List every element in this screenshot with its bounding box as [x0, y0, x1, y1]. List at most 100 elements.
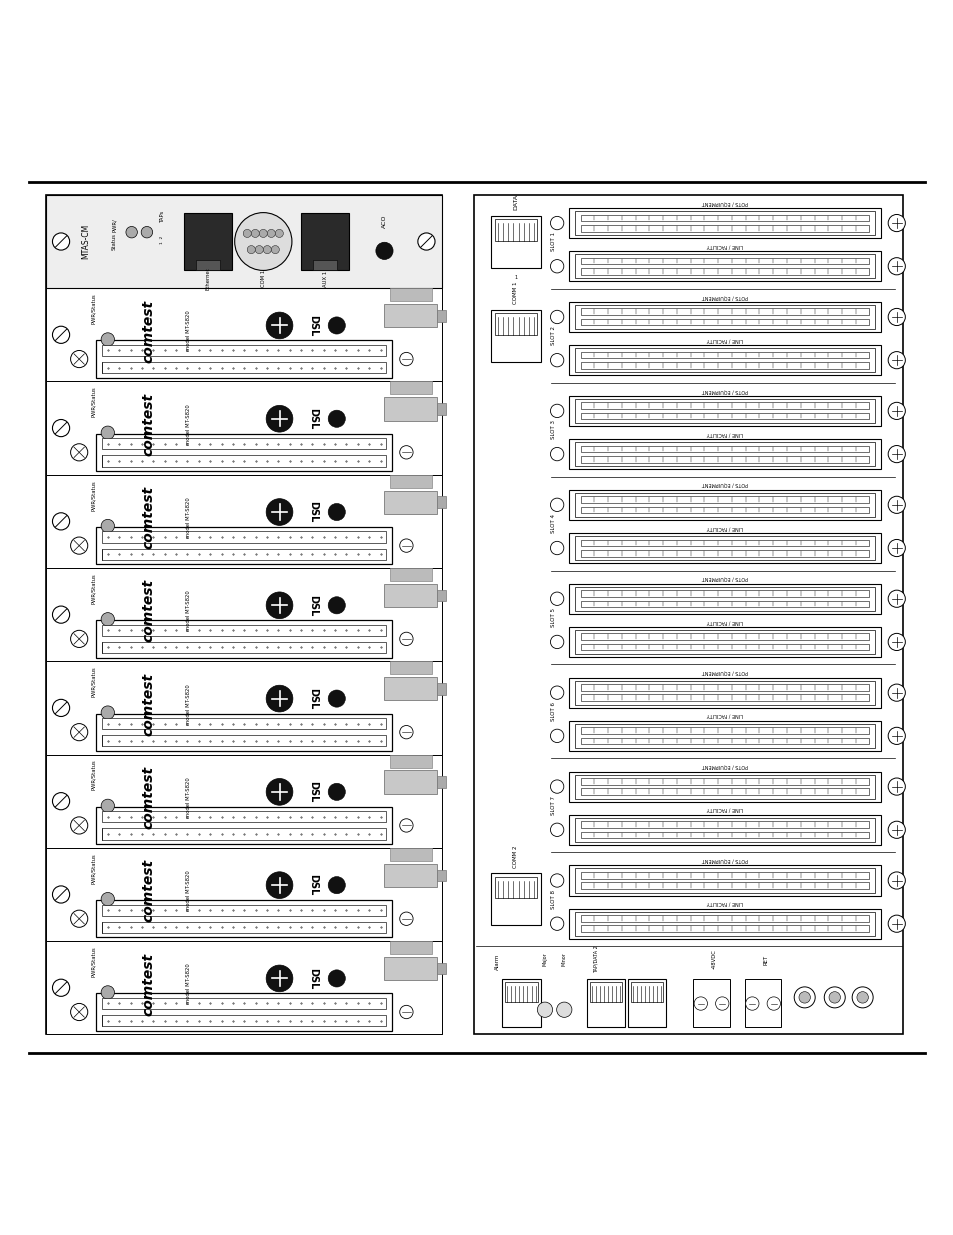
- Text: comtest: comtest: [142, 579, 155, 642]
- Text: SLOT 2: SLOT 2: [551, 326, 556, 346]
- Text: LINE / FACILITY: LINE / FACILITY: [706, 900, 742, 905]
- Text: LINE / FACILITY: LINE / FACILITY: [706, 713, 742, 718]
- Circle shape: [887, 309, 904, 326]
- Bar: [568, 866, 881, 895]
- Bar: [580, 872, 868, 879]
- Circle shape: [887, 778, 904, 795]
- Text: PWR/Status: PWR/Status: [91, 946, 96, 977]
- Circle shape: [887, 821, 904, 839]
- Text: SLOT 8: SLOT 8: [551, 889, 556, 909]
- Bar: [46, 755, 441, 848]
- Text: DSL: DSL: [308, 968, 317, 989]
- Bar: [102, 1015, 386, 1026]
- Bar: [575, 868, 874, 893]
- Text: POTS / EQUIPMENT: POTS / EQUIPMENT: [701, 669, 747, 674]
- Bar: [580, 684, 868, 690]
- Circle shape: [71, 724, 88, 741]
- Bar: [580, 268, 868, 274]
- Circle shape: [550, 918, 563, 930]
- Text: PWR/Status: PWR/Status: [91, 667, 96, 698]
- Bar: [575, 442, 874, 466]
- Text: DSL: DSL: [308, 782, 317, 803]
- Bar: [580, 446, 868, 452]
- Circle shape: [550, 874, 563, 887]
- Bar: [575, 536, 874, 559]
- Text: SLOT 6: SLOT 6: [551, 701, 556, 721]
- Circle shape: [52, 233, 70, 251]
- Circle shape: [263, 246, 271, 253]
- Bar: [96, 900, 392, 937]
- Bar: [580, 915, 868, 923]
- Circle shape: [887, 215, 904, 232]
- Text: COMM 2: COMM 2: [513, 845, 517, 868]
- Bar: [384, 957, 436, 981]
- Text: model MT-S820: model MT-S820: [186, 871, 192, 911]
- Bar: [102, 438, 386, 450]
- Bar: [568, 251, 881, 282]
- Bar: [568, 490, 881, 520]
- Bar: [96, 527, 392, 564]
- Bar: [580, 412, 868, 420]
- Bar: [436, 496, 446, 508]
- Bar: [575, 724, 874, 748]
- Text: 1: 1: [514, 275, 517, 280]
- Bar: [102, 718, 386, 729]
- Bar: [46, 195, 441, 288]
- Bar: [46, 661, 441, 755]
- Bar: [102, 811, 386, 823]
- Bar: [580, 496, 868, 503]
- Text: PWR/Status: PWR/Status: [91, 573, 96, 604]
- Bar: [96, 993, 392, 1031]
- Bar: [102, 456, 386, 467]
- Text: POTS / EQUIPMENT: POTS / EQUIPMENT: [701, 857, 747, 862]
- Circle shape: [328, 597, 345, 614]
- Text: LINE / FACILITY: LINE / FACILITY: [706, 337, 742, 342]
- Bar: [580, 225, 868, 231]
- Text: PWR/Status: PWR/Status: [91, 853, 96, 884]
- Bar: [575, 630, 874, 655]
- Text: SLOT 4: SLOT 4: [551, 514, 556, 534]
- Bar: [46, 568, 441, 661]
- Circle shape: [266, 778, 293, 805]
- Bar: [575, 348, 874, 372]
- Circle shape: [798, 992, 810, 1003]
- Bar: [384, 304, 436, 327]
- Bar: [102, 904, 386, 915]
- Circle shape: [550, 823, 563, 836]
- Circle shape: [328, 504, 345, 521]
- Bar: [580, 831, 868, 839]
- Bar: [575, 774, 874, 799]
- Circle shape: [71, 537, 88, 555]
- Circle shape: [694, 997, 707, 1010]
- Bar: [580, 634, 868, 640]
- Circle shape: [71, 1003, 88, 1020]
- Bar: [102, 998, 386, 1009]
- Bar: [589, 982, 621, 1002]
- Circle shape: [793, 987, 814, 1008]
- Circle shape: [766, 997, 780, 1010]
- Text: TAP/DATA 2: TAP/DATA 2: [594, 946, 598, 973]
- Circle shape: [52, 326, 70, 343]
- Circle shape: [887, 258, 904, 275]
- Bar: [389, 661, 431, 674]
- Circle shape: [71, 443, 88, 461]
- Circle shape: [851, 987, 872, 1008]
- Circle shape: [271, 246, 279, 253]
- Text: -48VDC: -48VDC: [711, 950, 717, 969]
- Circle shape: [399, 913, 413, 925]
- Text: SLOT 7: SLOT 7: [551, 795, 556, 815]
- Bar: [580, 882, 868, 889]
- Bar: [436, 777, 446, 788]
- Text: AUX 1: AUX 1: [322, 270, 328, 287]
- Circle shape: [399, 446, 413, 459]
- Text: DSL: DSL: [308, 408, 317, 430]
- Bar: [580, 925, 868, 932]
- Bar: [580, 694, 868, 701]
- Circle shape: [101, 799, 114, 813]
- Ellipse shape: [234, 212, 292, 270]
- Text: comtest: comtest: [142, 860, 155, 923]
- Bar: [389, 848, 431, 861]
- Bar: [491, 216, 540, 268]
- Circle shape: [52, 699, 70, 716]
- Circle shape: [887, 496, 904, 514]
